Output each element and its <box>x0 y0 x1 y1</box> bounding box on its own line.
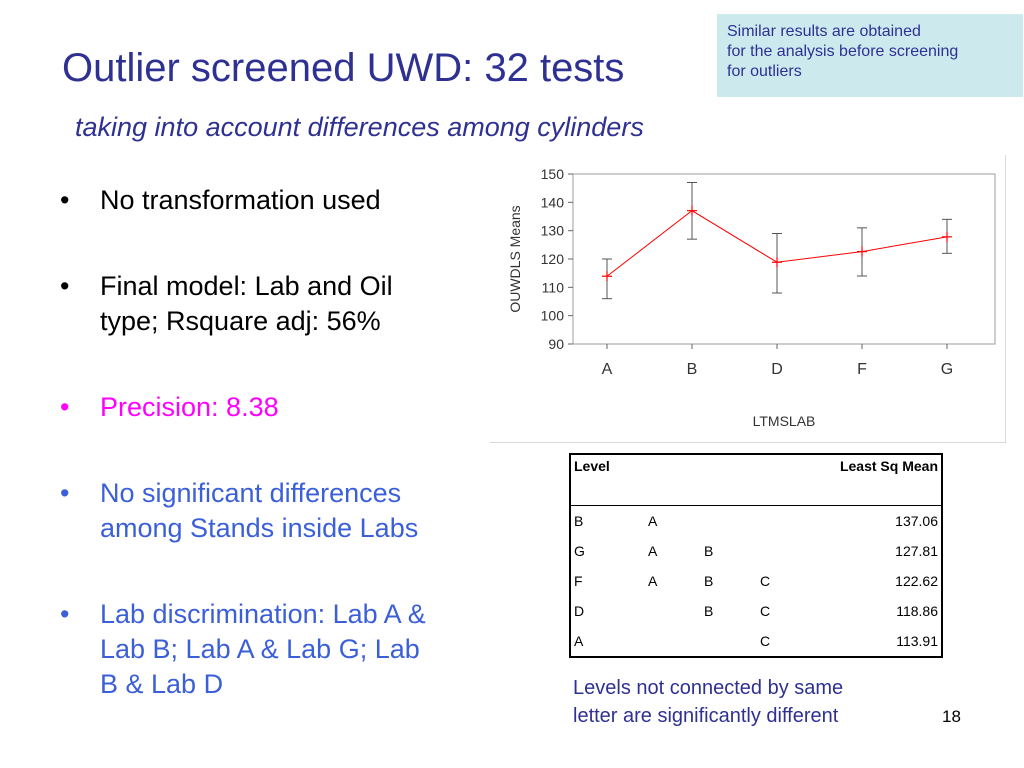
cell-mean: 122.62 <box>895 573 938 589</box>
footnote-line: Levels not connected by same <box>573 677 844 699</box>
bullet-text: Precision: 8.38 <box>100 392 279 422</box>
bullet-dot: • <box>60 599 70 629</box>
cell-level: F <box>574 573 583 589</box>
cell-group: A <box>648 543 658 559</box>
page-number: 18 <box>942 707 961 726</box>
bullet-text: type; Rsquare adj: 56% <box>100 306 381 336</box>
x-tick-label: F <box>857 361 867 378</box>
table-row: G A B 127.81 <box>570 536 942 566</box>
note-line: for the analysis before screening <box>727 43 959 60</box>
cell-group <box>757 506 813 537</box>
bullet-text: No transformation used <box>100 185 381 215</box>
header-least-sq-mean: Least Sq Mean <box>813 454 942 506</box>
bullet-item: • No significant differences among Stand… <box>60 476 530 546</box>
cell-group <box>645 626 701 657</box>
table-header-row: Level Least Sq Mean <box>570 454 942 506</box>
x-tick-label: D <box>771 361 783 378</box>
cell-group <box>757 536 813 566</box>
cell-group <box>701 626 757 657</box>
y-tick-label: 130 <box>541 223 565 239</box>
cell-group: C <box>760 603 771 619</box>
cell-group: A <box>648 573 658 589</box>
table-row: B A 137.06 <box>570 506 942 537</box>
header-level: Level <box>570 454 645 506</box>
y-tick-label: 110 <box>542 279 565 295</box>
y-tick-label: 100 <box>541 308 565 324</box>
bullet-text: Final model: Lab and Oil <box>100 271 393 301</box>
cell-level: G <box>574 543 585 559</box>
y-tick-label: 150 <box>541 166 565 182</box>
y-tick-label: 90 <box>548 336 564 352</box>
cell-group: B <box>704 543 714 559</box>
cell-mean: 137.06 <box>895 513 938 529</box>
y-axis: 90 100 110 120 130 140 150 <box>541 166 573 352</box>
slide-subtitle: taking into account differences among cy… <box>75 112 644 142</box>
least-squares-table: Level Least Sq Mean B A 137.06 G A B 127… <box>569 453 943 658</box>
bullet-dot: • <box>60 185 70 215</box>
bullet-text: Lab B; Lab A & Lab G; Lab <box>100 634 420 664</box>
cell-level: D <box>574 603 585 619</box>
cell-group: B <box>704 573 714 589</box>
bullet-text: No significant differences <box>100 478 402 508</box>
bullet-text: Lab discrimination: Lab A & <box>100 599 426 629</box>
bullet-list: • No transformation used • Final model: … <box>60 183 530 753</box>
footnote-line: letter are significantly different <box>573 705 839 727</box>
x-tick-label: G <box>941 361 953 378</box>
cell-mean: 113.91 <box>896 633 938 649</box>
cell-level: A <box>574 633 584 649</box>
cell-group: C <box>760 573 771 589</box>
bullet-item: • Precision: 8.38 <box>60 390 530 425</box>
bullet-item: • No transformation used <box>60 183 530 218</box>
bullet-item: • Final model: Lab and Oil type; Rsquare… <box>60 269 530 339</box>
bullet-text: among Stands inside Labs <box>100 513 419 543</box>
y-axis-label: OUWDLS Means <box>507 205 523 312</box>
bullet-dot: • <box>60 478 70 508</box>
cell-group <box>701 506 757 537</box>
table-footnote: Levels not connected by same letter are … <box>573 674 843 730</box>
table-row: D B C 118.86 <box>570 596 942 626</box>
table-row: A C 113.91 <box>570 626 942 657</box>
chart-background <box>490 155 1006 443</box>
cell-group: C <box>760 633 771 649</box>
y-tick-label: 140 <box>541 194 565 210</box>
cell-level: B <box>574 513 584 529</box>
y-tick-label: 120 <box>541 251 565 267</box>
bullet-dot: • <box>60 392 70 422</box>
x-axis-label: LTMSLAB <box>753 413 816 429</box>
table-row: F A B C 122.62 <box>570 566 942 596</box>
bullet-text: B & Lab D <box>100 669 224 699</box>
x-tick-label: A <box>602 361 613 378</box>
bullet-item: • Lab discrimination: Lab A & Lab B; Lab… <box>60 597 530 702</box>
cell-group: B <box>704 603 714 619</box>
cell-mean: 118.86 <box>896 603 938 619</box>
x-tick-label: B <box>687 361 698 378</box>
note-line: for outliers <box>727 63 802 80</box>
cell-group: A <box>648 513 658 529</box>
cell-group <box>645 596 701 626</box>
bullet-dot: • <box>60 271 70 301</box>
callout-note: Similar results are obtained for the ana… <box>717 14 1023 97</box>
data-points <box>602 205 952 282</box>
note-line: Similar results are obtained <box>727 23 921 40</box>
slide-title: Outlier screened UWD: 32 tests <box>62 46 625 90</box>
cell-mean: 127.81 <box>895 543 938 559</box>
